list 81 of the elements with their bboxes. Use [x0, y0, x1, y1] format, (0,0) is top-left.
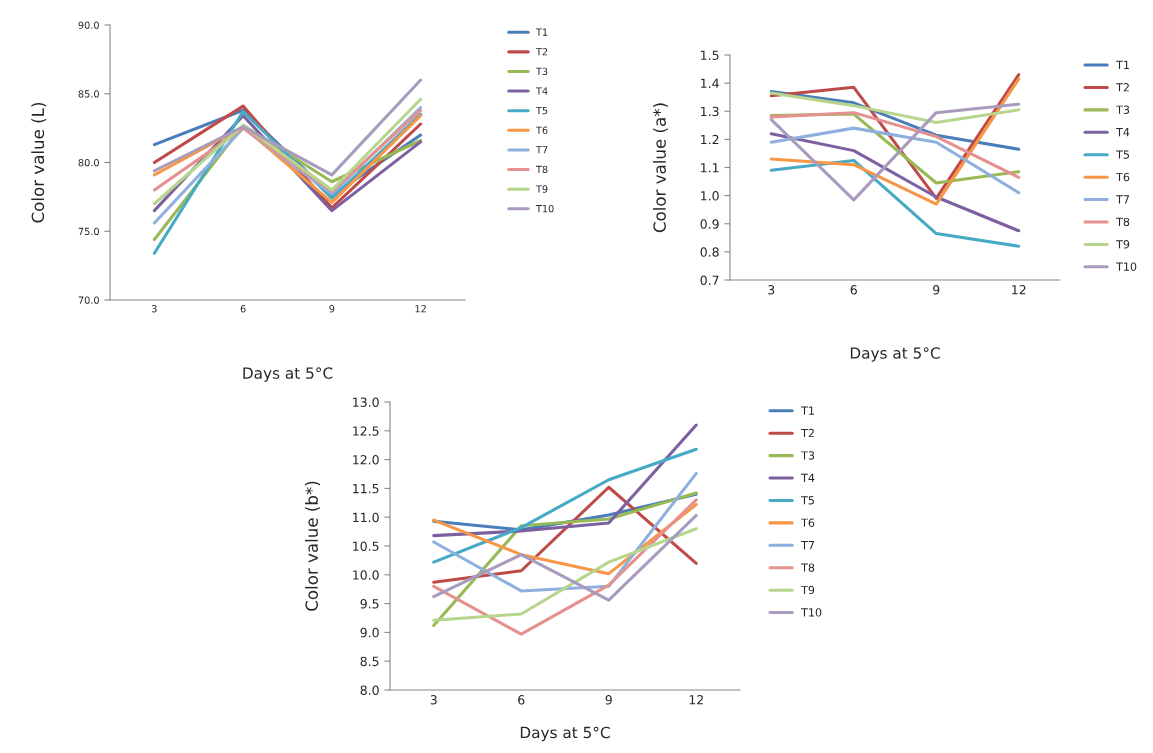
y-tick-label: 1.3	[701, 106, 719, 117]
y-axis-title: Color value (L)	[31, 102, 47, 223]
line-series	[432, 447, 698, 564]
legend-label: T2	[1116, 83, 1129, 92]
legend-label: T2	[801, 428, 814, 438]
y-tick-label: 12.0	[353, 455, 379, 465]
legend-label: T6	[1116, 172, 1130, 182]
y-tick-label: 1.4	[701, 78, 719, 88]
x-axis-title: Days at 5°C	[243, 367, 333, 382]
line-series	[152, 78, 423, 177]
line-series	[432, 423, 698, 538]
x-tick-label: 3	[152, 305, 157, 313]
x-tick-label: 9	[933, 285, 940, 295]
line-series	[432, 513, 698, 602]
legend-label: T5	[1116, 150, 1129, 159]
legend-label: T5	[801, 496, 814, 505]
y-tick-label: 8.0	[360, 685, 379, 695]
y-tick-label: 0.8	[700, 247, 719, 257]
y-tick-label: 0.7	[700, 275, 719, 285]
line-series	[769, 132, 1021, 233]
legend-label: T4	[1116, 128, 1130, 137]
y-tick-label: 1.0	[701, 191, 719, 201]
legend-label: T7	[535, 146, 548, 154]
legend-label: T6	[801, 518, 815, 527]
y-tick-label: 1.1	[701, 163, 719, 173]
line-series	[432, 527, 698, 622]
y-tick-label: 11.0	[353, 512, 379, 523]
y-axis-title: Color value (b*)	[305, 481, 320, 611]
x-tick-label: 12	[415, 305, 426, 313]
legend-label: T1	[535, 28, 548, 36]
x-tick-label: 9	[329, 305, 335, 313]
y-tick-label: 9.5	[360, 599, 379, 609]
y-tick-label: 85.0	[78, 90, 99, 98]
y-tick-label: 90.0	[78, 21, 99, 29]
legend-label: T9	[535, 185, 548, 193]
legend-label: T3	[1116, 105, 1130, 114]
y-tick-label: 80.0	[78, 158, 99, 167]
y-tick-label: 1.2	[701, 134, 719, 145]
x-tick-label: 6	[518, 695, 525, 705]
x-tick-label: 6	[850, 285, 857, 295]
y-tick-label: 70.0	[78, 296, 99, 304]
y-axis-title: Color value (a*)	[653, 103, 668, 233]
legend-label: T7	[801, 541, 815, 550]
y-tick-label: 12.5	[353, 426, 379, 436]
x-tick-label: 12	[689, 695, 703, 705]
legend-label: T4	[535, 87, 548, 95]
x-tick-label: 9	[605, 695, 612, 705]
legend-label: T2	[535, 48, 548, 56]
x-tick-label: 6	[240, 305, 246, 313]
y-tick-label: 10.5	[353, 541, 379, 551]
x-tick-label: 12	[1012, 285, 1026, 295]
legend-label: T10	[1116, 262, 1137, 271]
legend-label: T9	[1116, 240, 1130, 249]
legend-label: T8	[1116, 217, 1130, 227]
y-tick-label: 9.0	[360, 627, 379, 638]
legend-label: T5	[535, 107, 548, 115]
x-tick-label: 3	[768, 285, 775, 295]
y-tick-label: 13.0	[353, 397, 379, 407]
legend-label: T1	[801, 406, 814, 415]
legend-label: T1	[1116, 60, 1129, 69]
legend-label: T7	[1116, 195, 1130, 204]
legend-label: T8	[801, 563, 815, 572]
legend-label: T10	[801, 608, 822, 617]
y-tick-label: 11.5	[353, 484, 379, 494]
x-axis-title: Days at 5°C	[520, 726, 610, 742]
y-tick-label: 1.5	[701, 50, 719, 60]
legend-label: T6	[535, 126, 548, 134]
y-tick-label: 10.0	[353, 570, 379, 580]
x-axis-title: Days at 5°C	[850, 347, 940, 362]
legend-label: T8	[535, 165, 548, 174]
legend-label: T4	[801, 473, 815, 482]
y-tick-label: 0.9	[700, 219, 719, 229]
legend-label: T9	[801, 585, 815, 595]
legend-label: T3	[801, 451, 815, 460]
y-tick-label: 75.0	[78, 227, 99, 236]
y-tick-label: 8.5	[360, 656, 379, 667]
line-series	[769, 91, 1021, 125]
x-tick-label: 3	[430, 695, 437, 705]
legend-label: T3	[535, 67, 548, 76]
legend-label: T10	[535, 204, 554, 213]
line-series	[769, 102, 1021, 202]
